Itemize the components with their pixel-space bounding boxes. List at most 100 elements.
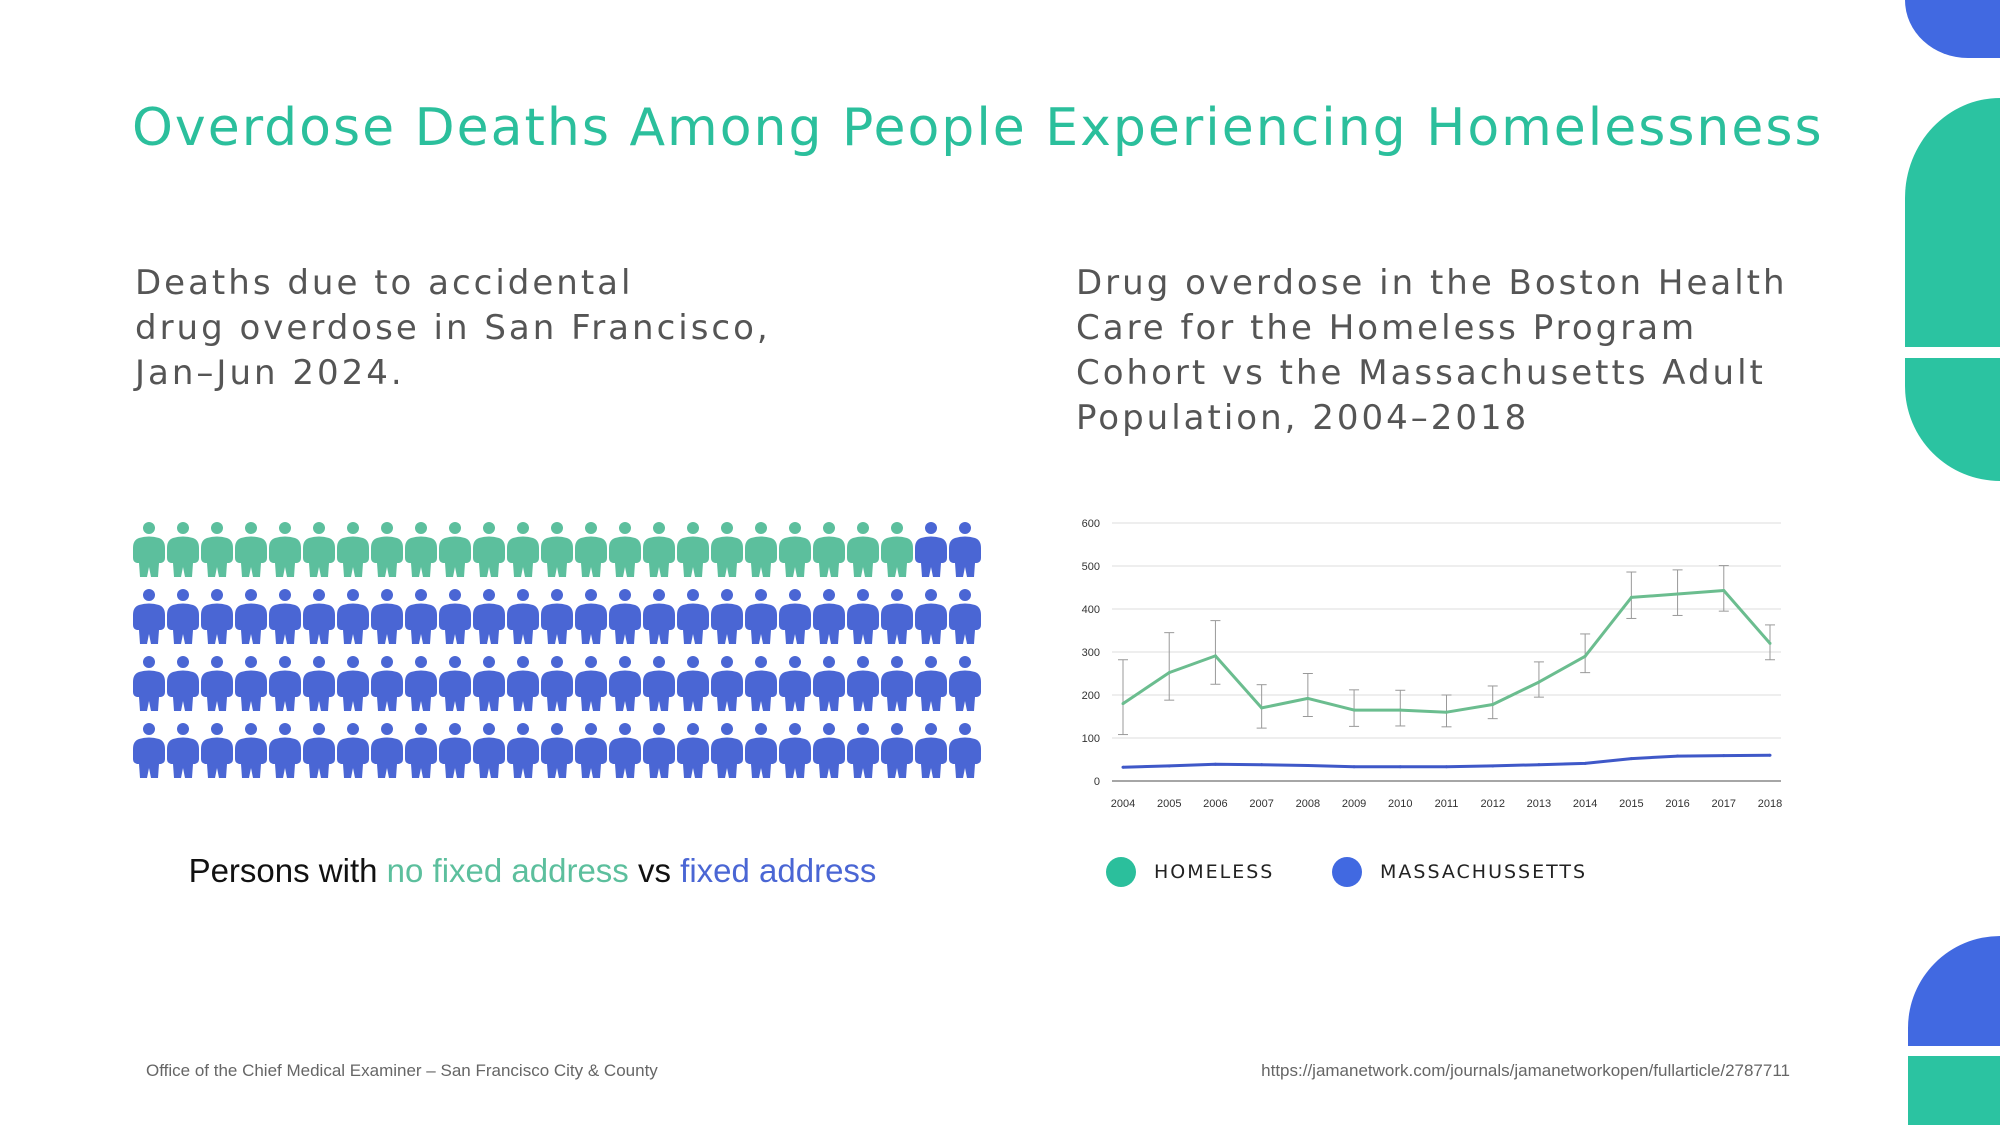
person-icon-no-fixed-address bbox=[405, 522, 437, 577]
y-tick-label: 600 bbox=[1082, 518, 1100, 530]
left-subtitle-line: Deaths due to accidental bbox=[135, 263, 634, 303]
person-icon-fixed-address bbox=[507, 656, 539, 711]
blue-shape-bottom bbox=[1908, 936, 2000, 1046]
green-shape-bottom bbox=[1905, 358, 2000, 481]
x-tick-label: 2004 bbox=[1111, 798, 1135, 810]
person-icon-no-fixed-address bbox=[643, 522, 675, 577]
bottom-right-shapes bbox=[1908, 936, 2000, 1125]
person-icon-fixed-address bbox=[269, 589, 301, 644]
person-icon-fixed-address bbox=[371, 656, 403, 711]
person-icon-fixed-address bbox=[813, 656, 845, 711]
person-icon-no-fixed-address bbox=[779, 522, 811, 577]
data-point-homeless bbox=[1352, 708, 1356, 712]
person-icon-fixed-address bbox=[847, 656, 879, 711]
data-point-massachusetts bbox=[1121, 765, 1125, 769]
data-point-massachusetts bbox=[1583, 761, 1587, 765]
x-tick-label: 2010 bbox=[1388, 798, 1412, 810]
person-icon-no-fixed-address bbox=[337, 522, 369, 577]
data-point-homeless bbox=[1583, 654, 1587, 658]
person-icon-fixed-address bbox=[915, 522, 947, 577]
person-icon-fixed-address bbox=[167, 656, 199, 711]
blue-shape bbox=[1905, 0, 2000, 58]
person-icon-fixed-address bbox=[337, 589, 369, 644]
person-icon-no-fixed-address bbox=[133, 522, 165, 577]
person-icon-fixed-address bbox=[201, 723, 233, 778]
person-icon-fixed-address bbox=[235, 656, 267, 711]
data-point-massachusetts bbox=[1352, 765, 1356, 769]
right-green-shape bbox=[1905, 98, 2000, 481]
person-icon-fixed-address bbox=[609, 589, 641, 644]
x-tick-label: 2018 bbox=[1758, 798, 1782, 810]
person-icon-fixed-address bbox=[439, 723, 471, 778]
data-point-massachusetts bbox=[1398, 765, 1402, 769]
person-icon-fixed-address bbox=[167, 589, 199, 644]
person-icon-fixed-address bbox=[303, 723, 335, 778]
person-icon-fixed-address bbox=[643, 656, 675, 711]
legend-no-fixed-address: no fixed address bbox=[386, 852, 629, 889]
x-tick-label: 2007 bbox=[1249, 798, 1273, 810]
x-tick-label: 2014 bbox=[1573, 798, 1597, 810]
person-icon-no-fixed-address bbox=[609, 522, 641, 577]
person-icon-fixed-address bbox=[711, 723, 743, 778]
x-tick-label: 2016 bbox=[1665, 798, 1689, 810]
legend-label-massachusetts: MASSACHUSSETTS bbox=[1380, 861, 1588, 883]
person-icon-fixed-address bbox=[711, 656, 743, 711]
person-icon-fixed-address bbox=[779, 589, 811, 644]
legend-item-homeless: HOMELESS bbox=[1106, 856, 1274, 888]
person-icon-no-fixed-address bbox=[439, 522, 471, 577]
person-icon-fixed-address bbox=[541, 723, 573, 778]
person-icon-fixed-address bbox=[813, 589, 845, 644]
person-icon-fixed-address bbox=[881, 656, 913, 711]
person-icon-fixed-address bbox=[915, 723, 947, 778]
person-icon-fixed-address bbox=[269, 723, 301, 778]
page-title: Overdose Deaths Among People Experiencin… bbox=[132, 98, 1824, 158]
x-tick-label: 2015 bbox=[1619, 798, 1643, 810]
person-icon-fixed-address bbox=[881, 723, 913, 778]
person-icon-fixed-address bbox=[235, 723, 267, 778]
x-tick-label: 2013 bbox=[1527, 798, 1551, 810]
data-point-massachusetts bbox=[1491, 764, 1495, 768]
right-source-link[interactable]: https://jamanetwork.com/journals/jamanet… bbox=[1261, 1061, 1790, 1080]
data-point-massachusetts bbox=[1306, 764, 1310, 768]
person-icon-fixed-address bbox=[133, 589, 165, 644]
legend-middle: vs bbox=[628, 852, 681, 889]
x-tick-label: 2009 bbox=[1342, 798, 1366, 810]
person-icon-fixed-address bbox=[371, 589, 403, 644]
person-icon-fixed-address bbox=[371, 723, 403, 778]
y-tick-label: 300 bbox=[1082, 647, 1100, 659]
person-icon-fixed-address bbox=[643, 589, 675, 644]
data-point-homeless bbox=[1167, 671, 1171, 675]
x-tick-label: 2011 bbox=[1435, 798, 1459, 810]
green-shape-top bbox=[1905, 98, 2000, 347]
people-icon-array bbox=[132, 522, 982, 782]
person-icon-fixed-address bbox=[303, 656, 335, 711]
person-icon-fixed-address bbox=[847, 723, 879, 778]
person-icon-fixed-address bbox=[711, 589, 743, 644]
top-right-blue-shape bbox=[1905, 0, 2000, 58]
person-icon-fixed-address bbox=[779, 723, 811, 778]
person-icon-fixed-address bbox=[847, 589, 879, 644]
data-point-massachusetts bbox=[1768, 753, 1772, 757]
data-point-homeless bbox=[1676, 592, 1680, 596]
person-icon-fixed-address bbox=[473, 723, 505, 778]
person-icon-fixed-address bbox=[439, 589, 471, 644]
person-icon-fixed-address bbox=[405, 589, 437, 644]
person-icon-fixed-address bbox=[507, 723, 539, 778]
person-icon-no-fixed-address bbox=[303, 522, 335, 577]
data-point-massachusetts bbox=[1537, 763, 1541, 767]
legend-dot-homeless bbox=[1106, 857, 1136, 887]
right-subtitle-line: Population, 2004–2018 bbox=[1076, 398, 1530, 438]
person-icon-no-fixed-address bbox=[847, 522, 879, 577]
y-tick-label: 100 bbox=[1082, 733, 1100, 745]
person-icon-fixed-address bbox=[949, 522, 981, 577]
data-point-homeless bbox=[1722, 589, 1726, 593]
right-subtitle-line: Drug overdose in the Boston Health bbox=[1076, 263, 1788, 303]
person-icon-fixed-address bbox=[677, 723, 709, 778]
data-point-homeless bbox=[1398, 708, 1402, 712]
person-icon-fixed-address bbox=[201, 656, 233, 711]
y-tick-label: 500 bbox=[1082, 561, 1100, 573]
green-shape-corner bbox=[1908, 1056, 2000, 1125]
data-point-homeless bbox=[1768, 641, 1772, 645]
person-icon-fixed-address bbox=[779, 656, 811, 711]
person-icon-fixed-address bbox=[949, 723, 981, 778]
